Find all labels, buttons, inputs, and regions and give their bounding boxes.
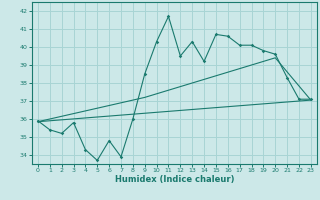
X-axis label: Humidex (Indice chaleur): Humidex (Indice chaleur) — [115, 175, 234, 184]
